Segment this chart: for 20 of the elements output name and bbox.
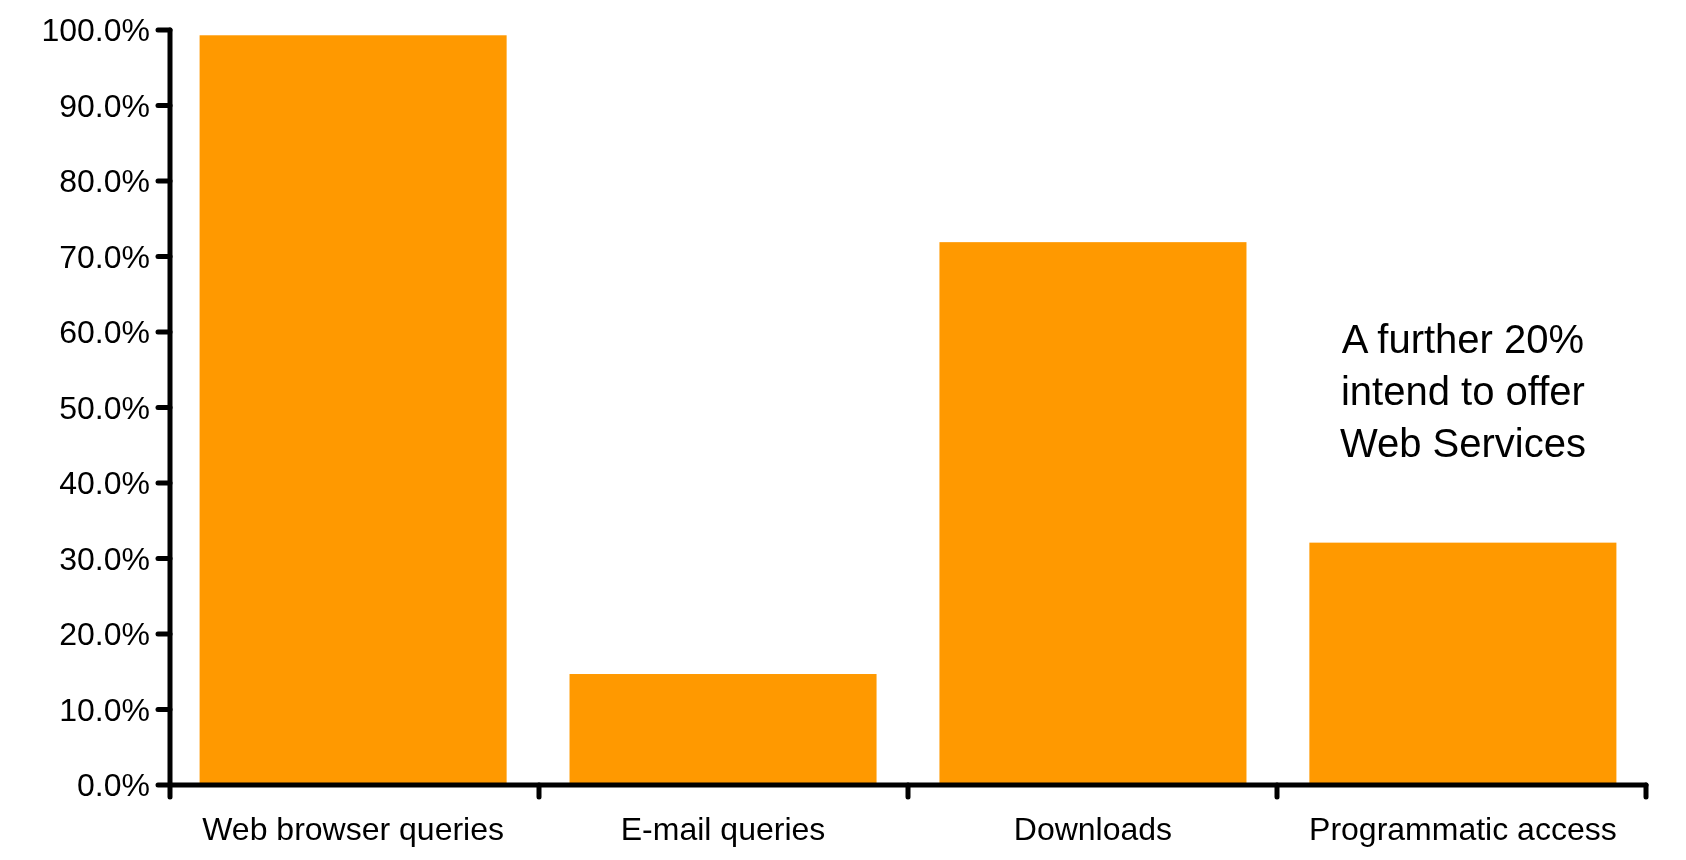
annotation: A further 20% intend to offer Web Services: [1339, 316, 1586, 465]
x-tick-label: Programmatic access: [1309, 811, 1617, 847]
y-tick-label: 0.0%: [77, 767, 150, 804]
bar: [569, 674, 877, 785]
x-tick-label: E-mail queries: [620, 811, 826, 847]
y-tick-label: 100.0%: [41, 12, 150, 49]
bar: [199, 35, 507, 785]
y-tick-label: 60.0%: [59, 314, 150, 351]
y-tick-label: 70.0%: [59, 238, 150, 275]
y-tick-label: 90.0%: [59, 87, 150, 124]
y-tick-label: 50.0%: [59, 389, 150, 426]
y-tick-label: 40.0%: [59, 465, 150, 502]
x-tick-label: Web browser queries: [202, 811, 504, 847]
bar: [939, 242, 1247, 785]
y-tick-label: 80.0%: [59, 163, 150, 200]
x-tick-label: Downloads: [1013, 811, 1173, 847]
y-tick-label: 10.0%: [59, 691, 150, 728]
y-tick-label: 20.0%: [59, 616, 150, 653]
bar: [1309, 542, 1617, 785]
y-tick-label: 30.0%: [59, 540, 150, 577]
